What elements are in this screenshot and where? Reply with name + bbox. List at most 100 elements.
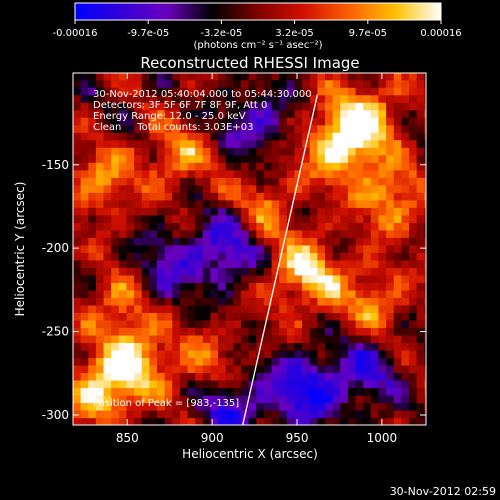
heatmap-cell	[424, 349, 426, 359]
heatmap-cell	[172, 73, 181, 81]
heatmap-cell	[141, 94, 150, 103]
heatmap-cell	[309, 244, 318, 253]
heatmap-cell	[187, 154, 196, 163]
heatmap-cell	[271, 297, 280, 306]
heatmap-cell	[195, 342, 204, 351]
heatmap-cell	[164, 79, 173, 88]
heatmap-cell	[111, 402, 120, 411]
heatmap-cell	[378, 214, 387, 223]
heatmap-cell	[363, 94, 372, 103]
heatmap-cell	[210, 349, 219, 359]
heatmap-cell	[73, 364, 82, 374]
heatmap-cell	[302, 379, 311, 389]
heatmap-cell	[134, 109, 143, 118]
heatmap-cell	[401, 282, 410, 291]
heatmap-cell	[141, 417, 150, 425]
heatmap-cell	[248, 109, 257, 118]
heatmap-cell	[294, 237, 303, 246]
heatmap-cell	[347, 357, 357, 366]
heatmap-cell	[325, 267, 334, 276]
heatmap-cell	[149, 394, 158, 404]
heatmap-cell	[386, 132, 395, 141]
heatmap-cell	[309, 289, 318, 298]
heatmap-cell	[225, 132, 234, 141]
heatmap-cell	[256, 379, 265, 389]
heatmap-cell	[210, 192, 219, 201]
heatmap-cell	[179, 192, 189, 201]
heatmap-cell	[424, 192, 426, 201]
heatmap-cell	[233, 334, 242, 344]
heatmap-cell	[416, 154, 425, 163]
heatmap-cell	[279, 214, 288, 223]
heatmap-cell	[80, 94, 89, 103]
heatmap-cell	[88, 94, 97, 103]
heatmap-cell	[179, 342, 189, 351]
heatmap-cell	[286, 117, 296, 126]
heatmap-cell	[393, 274, 402, 283]
heatmap-cell	[294, 417, 303, 425]
heatmap-cell	[241, 237, 250, 246]
heatmap-cell	[88, 417, 97, 425]
heatmap-cell	[325, 282, 334, 291]
heatmap-cell	[248, 154, 257, 163]
heatmap-cell	[401, 297, 410, 306]
heatmap-cell	[363, 139, 372, 148]
heatmap-cell	[195, 73, 204, 81]
heatmap-cell	[347, 364, 357, 374]
heatmap-cell	[118, 222, 128, 231]
heatmap-cell	[141, 244, 150, 253]
y-axis-tick-label: -250	[42, 325, 69, 339]
heatmap-cell	[363, 402, 372, 411]
heatmap-cell	[80, 402, 89, 411]
heatmap-cell	[424, 394, 426, 404]
heatmap-cell	[386, 334, 395, 344]
heatmap-cell	[286, 132, 296, 141]
heatmap-cell	[111, 237, 120, 246]
heatmap-cell	[393, 207, 402, 216]
heatmap-cell	[164, 409, 173, 419]
heatmap-cell	[363, 199, 372, 208]
heatmap-cell	[317, 364, 326, 374]
heatmap-cell	[80, 289, 89, 298]
colorbar-ticks: -0.00016 -9.7e-05 -3.2e-05 3.2e-05 9.7e-05 0.…	[53, 20, 462, 39]
heatmap-cell	[164, 244, 173, 253]
heatmap-cell	[179, 394, 189, 404]
heatmap-cell	[279, 327, 288, 336]
heatmap-cell	[210, 319, 219, 329]
heatmap-cell	[409, 289, 418, 298]
heatmap-cell	[111, 297, 120, 306]
heatmap-cell	[263, 139, 273, 148]
heatmap-cell	[248, 132, 257, 141]
heatmap-cell	[286, 244, 296, 253]
heatmap-cell	[73, 214, 82, 223]
heatmap-cell	[195, 364, 204, 374]
heatmap-cell	[111, 409, 120, 419]
heatmap-cell	[378, 304, 387, 313]
heatmap-cell	[370, 364, 380, 374]
heatmap-cell	[73, 289, 82, 298]
heatmap-cell	[340, 109, 349, 118]
heatmap-cell	[73, 402, 82, 411]
heatmap-cell	[256, 184, 265, 193]
heatmap-cell	[225, 169, 234, 178]
heatmap-cell	[286, 304, 296, 313]
heatmap-cell	[416, 267, 425, 276]
heatmap-cell	[340, 199, 349, 208]
heatmap-cell	[347, 417, 357, 425]
heatmap-cell	[309, 184, 318, 193]
heatmap-cell	[317, 124, 326, 133]
heatmap-cell	[141, 109, 150, 118]
heatmap-cell	[172, 304, 181, 313]
heatmap-cell	[309, 372, 318, 381]
heatmap-cell	[111, 259, 120, 268]
heatmap-cell	[416, 169, 425, 178]
heatmap-cell	[332, 417, 341, 425]
heatmap-cell	[325, 147, 334, 156]
heatmap-cell	[141, 319, 150, 329]
heatmap-cell	[111, 349, 120, 359]
heatmap-cell	[393, 387, 402, 396]
heatmap-cell	[332, 282, 341, 291]
heatmap-cell	[325, 222, 334, 231]
heatmap-cell	[309, 109, 318, 118]
heatmap-cell	[126, 372, 135, 381]
